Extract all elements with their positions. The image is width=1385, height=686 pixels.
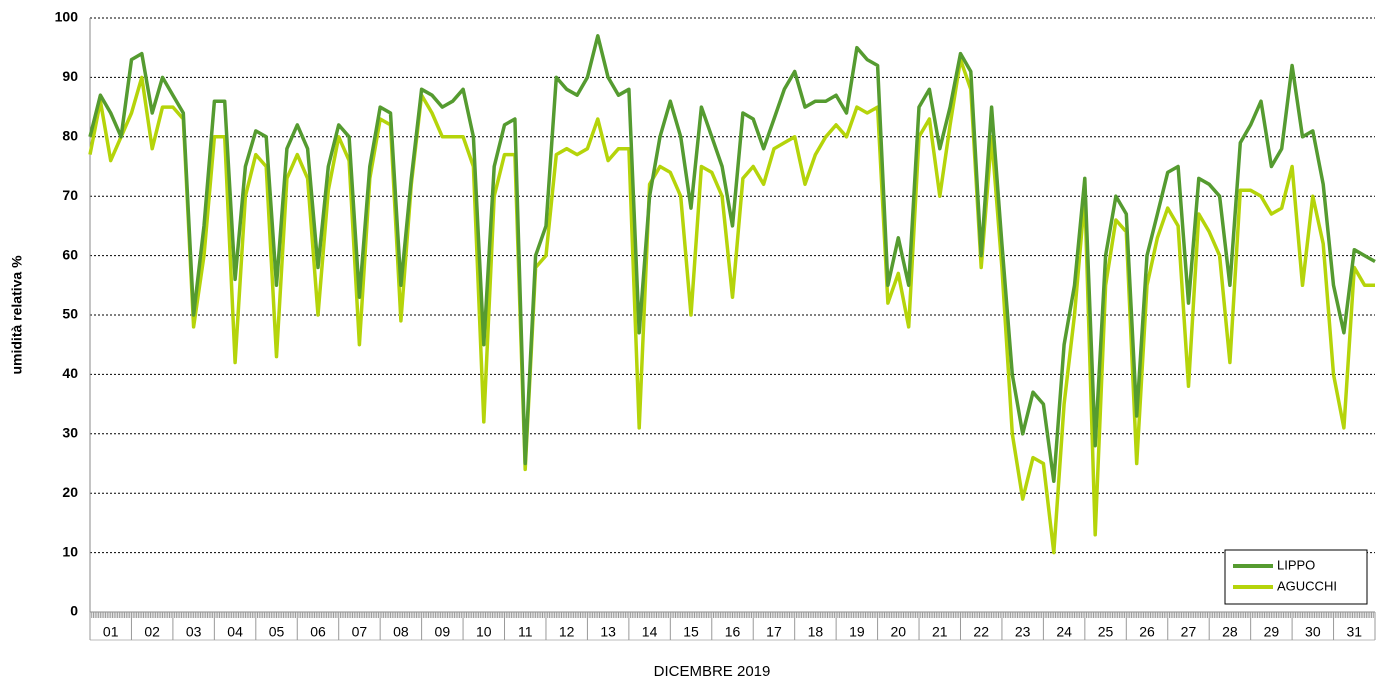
x-tick-label: 24 — [1056, 624, 1072, 640]
x-tick-label: 13 — [600, 624, 616, 640]
x-tick-label: 31 — [1346, 624, 1362, 640]
y-tick-label: 60 — [62, 246, 78, 262]
y-axis-label: umidità relativa % — [9, 255, 25, 375]
x-tick-label: 29 — [1264, 624, 1280, 640]
x-tick-label: 26 — [1139, 624, 1155, 640]
x-tick-label: 16 — [725, 624, 741, 640]
x-tick-label: 10 — [476, 624, 492, 640]
x-tick-label: 04 — [227, 624, 243, 640]
x-tick-label: 28 — [1222, 624, 1238, 640]
legend-label: AGUCCHI — [1277, 578, 1337, 593]
x-tick-label: 07 — [352, 624, 368, 640]
y-tick-label: 40 — [62, 365, 78, 381]
x-tick-label: 06 — [310, 624, 326, 640]
x-tick-label: 21 — [932, 624, 948, 640]
y-tick-label: 90 — [62, 68, 78, 84]
legend-label: LIPPO — [1277, 557, 1315, 572]
legend-box — [1224, 549, 1368, 605]
line — [88, 34, 1376, 484]
x-tick-label: 19 — [849, 624, 865, 640]
y-tick-label: 0 — [70, 603, 78, 619]
y-tick-label: 10 — [62, 543, 78, 559]
y-tick-label: 50 — [62, 306, 78, 322]
x-tick-label: 02 — [144, 624, 160, 640]
x-tick-label: 03 — [186, 624, 202, 640]
x-tick-label: 15 — [683, 624, 699, 640]
x-tick-label: 05 — [269, 624, 285, 640]
x-tick-label: 08 — [393, 624, 409, 640]
y-tick-label: 70 — [62, 187, 78, 203]
x-tick-label: 23 — [1015, 624, 1031, 640]
x-tick-label: 09 — [435, 624, 451, 640]
x-tick-label: 20 — [891, 624, 907, 640]
y-tick-label: 80 — [62, 128, 78, 144]
y-tick-label: 100 — [55, 9, 79, 25]
x-tick-label: 30 — [1305, 624, 1321, 640]
x-tick-label: 18 — [808, 624, 824, 640]
line — [88, 57, 1375, 555]
x-tick-label: 01 — [103, 624, 119, 640]
x-tick-label: 27 — [1181, 624, 1197, 640]
y-tick-label: 20 — [62, 484, 78, 500]
x-axis-label: DICEMBRE 2019 — [654, 663, 771, 680]
x-tick-label: 22 — [973, 624, 989, 640]
x-tick-label: 17 — [766, 624, 782, 640]
x-tick-label: 25 — [1098, 624, 1114, 640]
x-tick-label: 12 — [559, 624, 575, 640]
x-tick-label: 11 — [518, 624, 533, 640]
y-tick-label: 30 — [62, 425, 78, 441]
x-tick-label: 14 — [642, 624, 658, 640]
